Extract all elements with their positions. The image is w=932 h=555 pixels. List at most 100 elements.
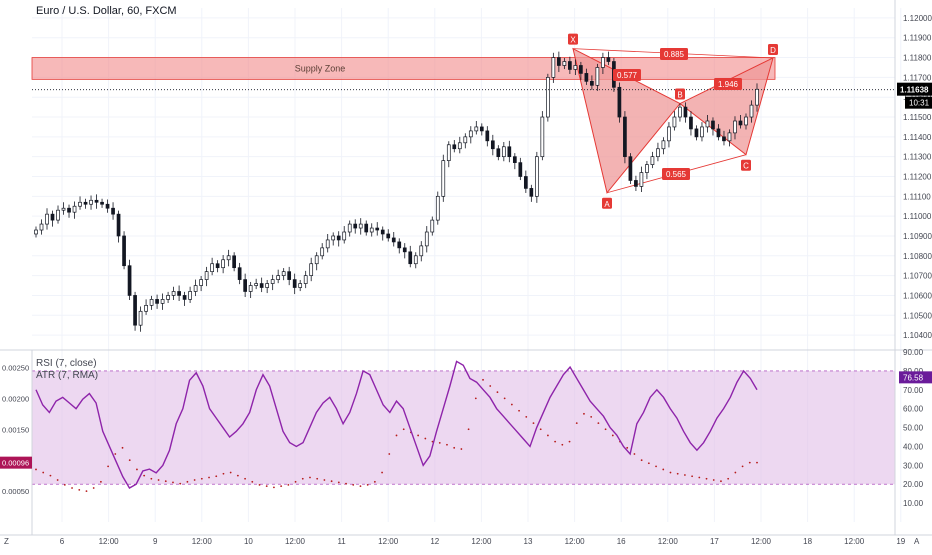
atr-point [236, 474, 239, 477]
candle-body [590, 80, 594, 86]
rsi-line [35, 360, 758, 489]
atr-point [107, 465, 109, 468]
candle-body [105, 203, 110, 209]
pattern-point-x: X [570, 36, 576, 45]
candle-body [738, 120, 743, 126]
candle-body [744, 116, 748, 126]
atr-point [92, 487, 95, 489]
atr-point [71, 487, 73, 489]
price-tick-label: 1.10900 [903, 232, 932, 241]
atr-point [186, 480, 189, 483]
atr-point [669, 471, 672, 474]
atr-point [352, 484, 355, 486]
atr-point [301, 477, 304, 480]
candle-body [232, 255, 236, 269]
rsi-value-tag [899, 371, 932, 384]
atr-point [330, 480, 333, 483]
atr-point [402, 428, 405, 431]
candle-body [430, 219, 435, 233]
atr-point [359, 485, 362, 488]
atr-point [547, 434, 549, 437]
candle-body [435, 195, 440, 221]
candle-body [546, 77, 550, 118]
candle-body [694, 128, 699, 138]
candle-body [254, 283, 259, 286]
candle-body [204, 271, 209, 280]
ratio-tag [714, 78, 742, 90]
candle-body [127, 265, 132, 296]
atr-point [316, 477, 319, 480]
price-tick-label: 1.10400 [903, 331, 932, 340]
time-tick-label: 9 [153, 537, 158, 546]
pattern-labels: Supply Zone X A B C D 0.577 0.885 0.565 1.946 [295, 33, 778, 209]
atr-point [244, 477, 246, 480]
atr-point [193, 479, 196, 481]
atr-legend[interactable]: ATR (7, RMA) [36, 370, 99, 381]
candle-body [722, 136, 726, 142]
rsi-tick-label: 70.00 [903, 386, 924, 395]
atr-point [691, 475, 694, 478]
atr-point [78, 488, 81, 491]
atr-point [734, 471, 737, 474]
candle-body [155, 299, 159, 304]
time-tick-label: 12:00 [844, 537, 865, 546]
atr-point [676, 472, 679, 475]
time-tick-label: 6 [60, 537, 65, 546]
candle-body [391, 237, 396, 243]
candle-body [716, 128, 721, 138]
atr-point [482, 378, 484, 381]
candle-body [529, 188, 534, 197]
atr-point [518, 409, 520, 412]
candle-body [270, 279, 275, 284]
atr-point [56, 479, 59, 481]
atr-point [265, 485, 268, 488]
atr-point [381, 471, 383, 474]
candle-body [705, 120, 710, 128]
price-tick-label: 1.11000 [903, 212, 932, 221]
atr-point [640, 459, 643, 462]
candle-body [314, 255, 319, 265]
ratio-xd: 0.885 [664, 50, 685, 59]
atr-point [417, 434, 420, 437]
atr-point [337, 481, 340, 484]
atr-point [49, 474, 52, 477]
candle-body [645, 164, 649, 173]
candle-body [336, 235, 341, 241]
symbol-title[interactable]: Euro / U.S. Dollar, 60, FXCM [36, 5, 177, 17]
candle-body [83, 201, 88, 205]
candle-body [634, 180, 638, 187]
candle-body [650, 156, 655, 165]
candle-body [94, 199, 99, 203]
last-price-tag [897, 82, 932, 96]
atr-point [121, 446, 124, 449]
candle-body [325, 239, 330, 249]
supply-zone[interactable] [31, 57, 776, 80]
time-tick-label: 12 [430, 537, 439, 546]
candle-body [711, 120, 715, 130]
time-tick-label: 16 [617, 537, 626, 546]
atr-point [229, 471, 232, 474]
price-tick-label: 1.11800 [903, 54, 932, 63]
candle-body [50, 213, 55, 221]
atr-point [35, 468, 37, 471]
candle-body [375, 227, 380, 231]
atr-point [467, 428, 470, 431]
candle-body [562, 61, 567, 66]
candle-body [303, 275, 308, 284]
candle-body [485, 130, 490, 142]
ratio-tag [660, 48, 688, 60]
candle-body [755, 88, 759, 106]
atr-point [99, 480, 102, 483]
pattern-point-d: D [770, 46, 776, 55]
time-tick-label: 10 [244, 537, 253, 546]
atr-point [647, 462, 650, 465]
time-tick-label: 18 [803, 537, 812, 546]
ratio-tag [613, 69, 641, 81]
atr-tick-label: 0.00200 [2, 394, 29, 403]
price-tick-label: 1.11200 [903, 173, 932, 182]
rsi-legend[interactable]: RSI (7, close) [36, 358, 97, 369]
atr-point [388, 453, 391, 455]
ratio-tag [662, 168, 690, 180]
